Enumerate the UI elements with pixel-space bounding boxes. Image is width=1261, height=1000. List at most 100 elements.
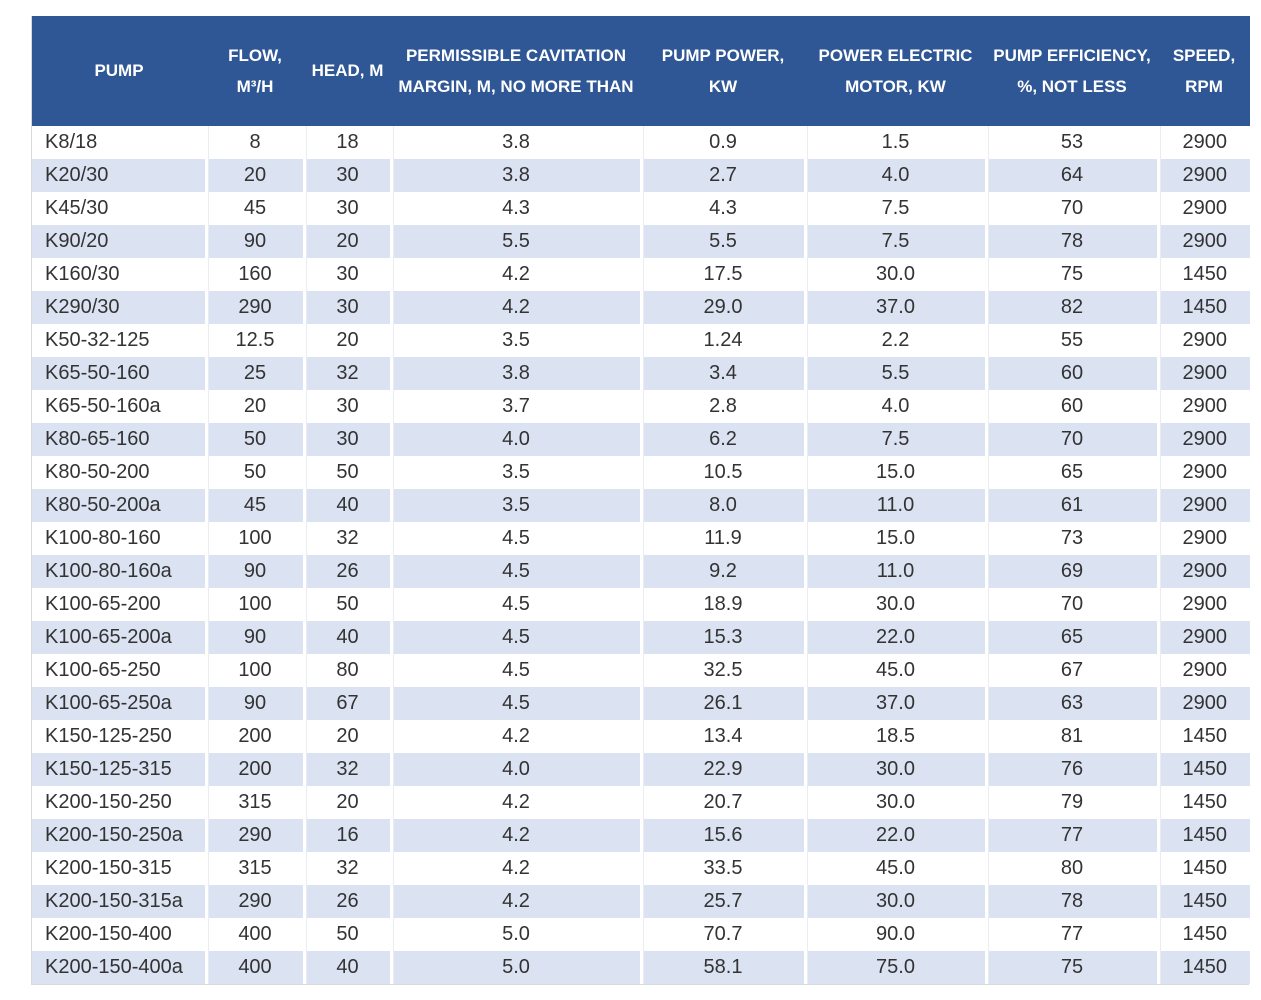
- pump-name-cell: K80-50-200a: [32, 489, 206, 522]
- cell-motor_power: 4.0: [803, 390, 986, 423]
- cell-efficiency: 63: [984, 687, 1158, 720]
- pump-name-cell: K100-65-250: [32, 654, 206, 687]
- table-row: K200-150-250a 290 16 4.2 15.6 22.0 77 1450: [32, 819, 1250, 852]
- cell-pump_power: 13.4: [639, 720, 805, 753]
- cell-speed: 2900: [1156, 555, 1250, 588]
- cell-cavitation: 4.2: [389, 852, 641, 885]
- table-row: K200-150-400a 400 40 5.0 58.1 75.0 75 1450: [32, 951, 1250, 984]
- cell-head: 20: [302, 786, 391, 819]
- cell-flow: 400: [204, 918, 304, 951]
- cell-flow: 20: [204, 159, 304, 192]
- cell-pump_power: 0.9: [639, 126, 805, 159]
- cell-cavitation: 4.2: [389, 720, 641, 753]
- cell-pump_power: 2.8: [639, 390, 805, 423]
- cell-efficiency: 82: [984, 291, 1158, 324]
- column-header-cavitation: PERMISSIBLE CAVITATION MARGIN, M, NO MOR…: [391, 16, 641, 126]
- pump-name-cell: K100-65-200: [32, 588, 206, 621]
- table-row: K80-65-160 50 30 4.0 6.2 7.5 70 2900: [32, 423, 1250, 456]
- cell-flow: 25: [204, 357, 304, 390]
- cell-pump_power: 5.5: [639, 225, 805, 258]
- cell-speed: 1450: [1156, 885, 1250, 918]
- table-row: K200-150-250 315 20 4.2 20.7 30.0 79 1450: [32, 786, 1250, 819]
- cell-efficiency: 70: [984, 192, 1158, 225]
- cell-head: 32: [302, 522, 391, 555]
- table-row: K290/30 290 30 4.2 29.0 37.0 82 1450: [32, 291, 1250, 324]
- cell-speed: 1450: [1156, 951, 1250, 984]
- cell-speed: 2900: [1156, 324, 1250, 357]
- cell-motor_power: 30.0: [803, 753, 986, 786]
- pump-name-cell: K65-50-160: [32, 357, 206, 390]
- cell-cavitation: 3.8: [389, 357, 641, 390]
- cell-speed: 2900: [1156, 192, 1250, 225]
- cell-cavitation: 4.5: [389, 588, 641, 621]
- pump-name-cell: K200-150-315: [32, 852, 206, 885]
- cell-pump_power: 15.3: [639, 621, 805, 654]
- cell-pump_power: 17.5: [639, 258, 805, 291]
- cell-head: 30: [302, 258, 391, 291]
- cell-flow: 290: [204, 819, 304, 852]
- cell-motor_power: 11.0: [803, 489, 986, 522]
- cell-speed: 1450: [1156, 819, 1250, 852]
- cell-efficiency: 79: [984, 786, 1158, 819]
- cell-pump_power: 25.7: [639, 885, 805, 918]
- table-row: K160/30 160 30 4.2 17.5 30.0 75 1450: [32, 258, 1250, 291]
- cell-flow: 12.5: [204, 324, 304, 357]
- cell-efficiency: 73: [984, 522, 1158, 555]
- pump-name-cell: K200-150-250: [32, 786, 206, 819]
- pump-name-cell: K200-150-400: [32, 918, 206, 951]
- cell-cavitation: 3.5: [389, 456, 641, 489]
- cell-cavitation: 4.2: [389, 258, 641, 291]
- cell-speed: 2900: [1156, 489, 1250, 522]
- cell-efficiency: 65: [984, 621, 1158, 654]
- pump-name-cell: K90/20: [32, 225, 206, 258]
- cell-pump_power: 2.7: [639, 159, 805, 192]
- cell-speed: 2900: [1156, 423, 1250, 456]
- table-row: K200-150-400 400 50 5.0 70.7 90.0 77 1450: [32, 918, 1250, 951]
- cell-head: 16: [302, 819, 391, 852]
- pump-name-cell: K200-150-315a: [32, 885, 206, 918]
- pump-name-cell: K200-150-250a: [32, 819, 206, 852]
- cell-pump_power: 6.2: [639, 423, 805, 456]
- cell-efficiency: 53: [984, 126, 1158, 159]
- column-header-motor_power: POWER ELECTRIC MOTOR, KW: [805, 16, 986, 126]
- cell-cavitation: 4.5: [389, 621, 641, 654]
- table-row: K80-50-200a 45 40 3.5 8.0 11.0 61 2900: [32, 489, 1250, 522]
- table-row: K200-150-315 315 32 4.2 33.5 45.0 80 1450: [32, 852, 1250, 885]
- table-row: K45/30 45 30 4.3 4.3 7.5 70 2900: [32, 192, 1250, 225]
- cell-cavitation: 3.7: [389, 390, 641, 423]
- cell-cavitation: 4.2: [389, 885, 641, 918]
- cell-cavitation: 5.0: [389, 918, 641, 951]
- cell-flow: 400: [204, 951, 304, 984]
- cell-efficiency: 81: [984, 720, 1158, 753]
- cell-head: 40: [302, 951, 391, 984]
- cell-cavitation: 3.5: [389, 324, 641, 357]
- pump-name-cell: K150-125-315: [32, 753, 206, 786]
- cell-cavitation: 4.3: [389, 192, 641, 225]
- cell-efficiency: 78: [984, 885, 1158, 918]
- cell-motor_power: 4.0: [803, 159, 986, 192]
- cell-cavitation: 3.8: [389, 159, 641, 192]
- table-row: K100-65-250a 90 67 4.5 26.1 37.0 63 2900: [32, 687, 1250, 720]
- cell-speed: 2900: [1156, 621, 1250, 654]
- cell-efficiency: 69: [984, 555, 1158, 588]
- cell-motor_power: 7.5: [803, 423, 986, 456]
- cell-speed: 1450: [1156, 918, 1250, 951]
- cell-head: 32: [302, 357, 391, 390]
- cell-flow: 90: [204, 555, 304, 588]
- cell-speed: 2900: [1156, 357, 1250, 390]
- cell-efficiency: 70: [984, 423, 1158, 456]
- cell-head: 20: [302, 225, 391, 258]
- table-row: K65-50-160 25 32 3.8 3.4 5.5 60 2900: [32, 357, 1250, 390]
- cell-cavitation: 4.2: [389, 786, 641, 819]
- table-row: K90/20 90 20 5.5 5.5 7.5 78 2900: [32, 225, 1250, 258]
- header-row: PUMP FLOW, M³/H HEAD, M PERMISSIBLE CAVITAT…: [32, 16, 1250, 126]
- cell-speed: 2900: [1156, 654, 1250, 687]
- cell-speed: 2900: [1156, 522, 1250, 555]
- cell-pump_power: 9.2: [639, 555, 805, 588]
- cell-motor_power: 7.5: [803, 225, 986, 258]
- pump-name-cell: K80-65-160: [32, 423, 206, 456]
- cell-cavitation: 4.5: [389, 687, 641, 720]
- cell-motor_power: 75.0: [803, 951, 986, 984]
- cell-pump_power: 15.6: [639, 819, 805, 852]
- table-row: K150-125-250 200 20 4.2 13.4 18.5 81 1450: [32, 720, 1250, 753]
